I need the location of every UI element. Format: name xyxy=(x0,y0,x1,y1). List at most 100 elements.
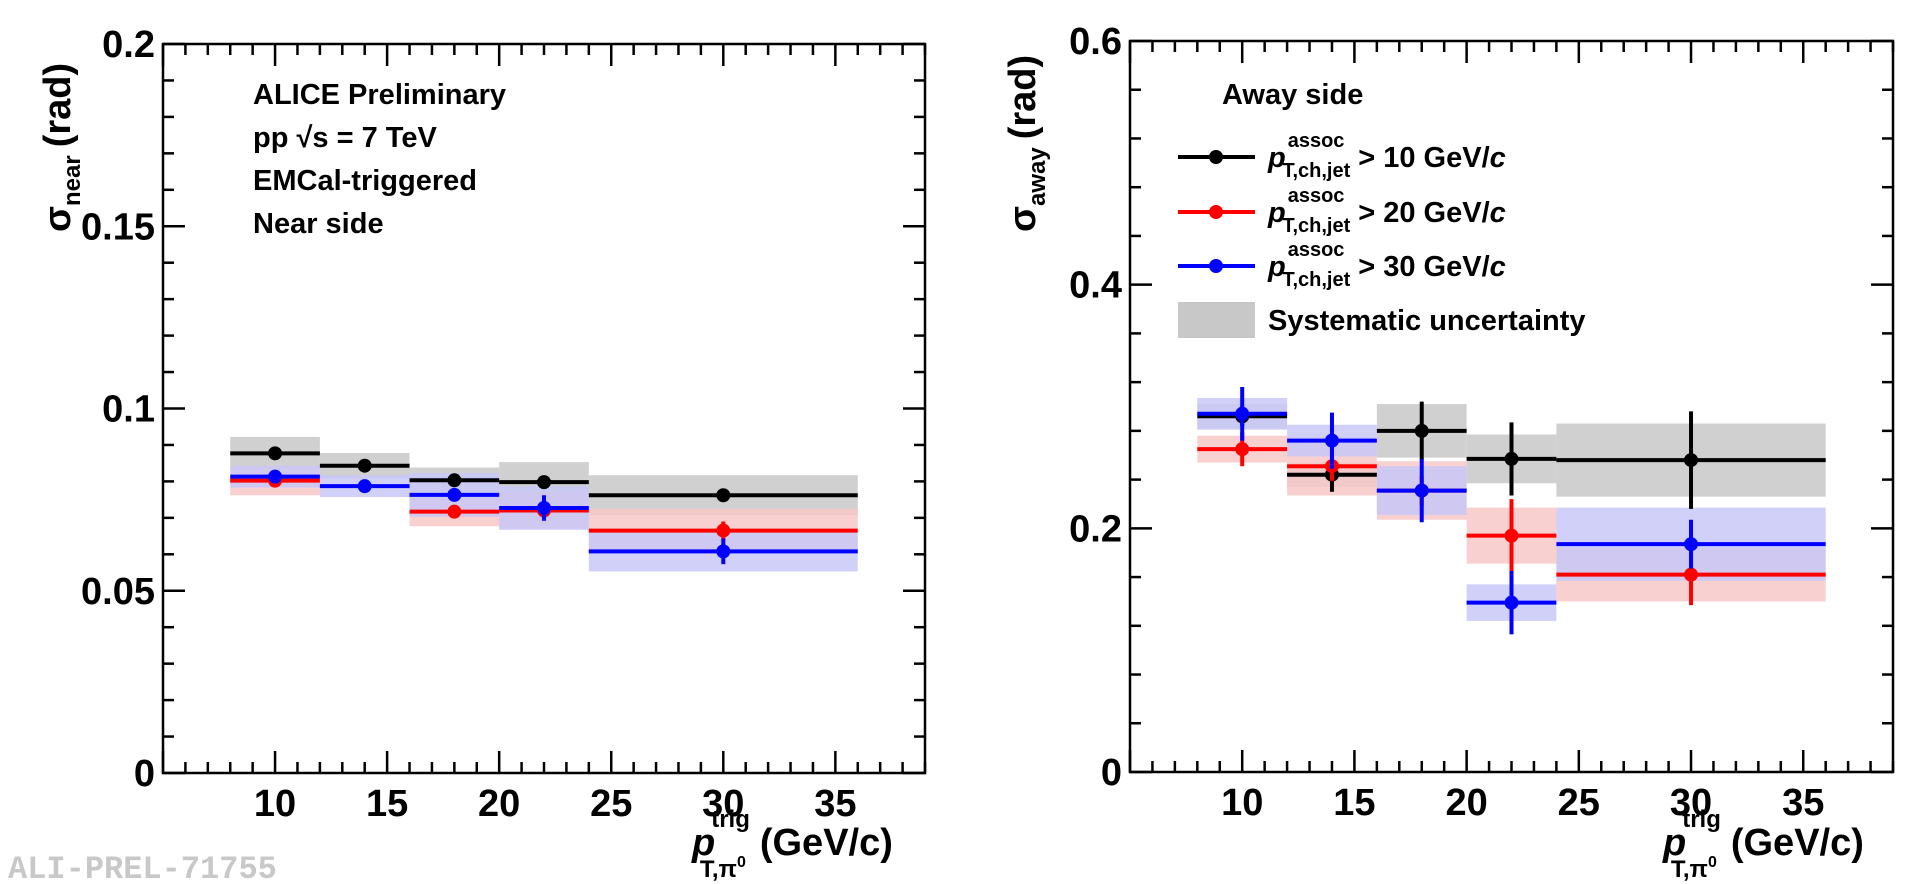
legend-syst-swatch xyxy=(1178,302,1255,338)
away-y-axis-label: σaway (rad) xyxy=(1002,55,1051,232)
near-ylabel-sub: near xyxy=(59,155,86,206)
near-x-tick-label: 10 xyxy=(254,783,296,825)
legend-label-tail: > 10 GeV/ xyxy=(1358,142,1489,174)
away-data-point-s0 xyxy=(1684,453,1699,468)
near-xlabel-sub: T,π xyxy=(700,856,737,883)
legend-label-main: p xyxy=(1267,197,1286,229)
away-xlabel-sup: trig xyxy=(1682,806,1721,833)
away-x-tick-label: 20 xyxy=(1445,782,1487,824)
legend-label-sup: assoc xyxy=(1288,185,1345,207)
legend-syst-label: Systematic uncertainty xyxy=(1268,305,1586,337)
away-x-tick-label: 30 xyxy=(1670,782,1712,824)
near-data-point-s1 xyxy=(447,504,462,519)
legend-marker-1 xyxy=(1209,205,1223,219)
near-data-point-s2 xyxy=(447,487,462,502)
legend-label-sub: T,ch,jet xyxy=(1282,160,1350,182)
near-data-point-s2 xyxy=(268,469,283,484)
legend-label-unit: c xyxy=(1490,197,1506,229)
away-data-point-s2 xyxy=(1504,595,1519,610)
near-y-tick-label: 0.2 xyxy=(102,24,155,66)
away-y-tick-label: 0.2 xyxy=(1069,508,1122,550)
near-y-tick-label: 0 xyxy=(134,753,155,795)
legend-label-sub: T,ch,jet xyxy=(1282,269,1350,291)
away-x-tick-label: 15 xyxy=(1333,782,1375,824)
near-y-tick-label: 0.1 xyxy=(102,389,155,431)
away-y-tick-label: 0.6 xyxy=(1069,21,1122,63)
near-x-tick-label: 30 xyxy=(702,783,744,825)
away-y-tick-label: 0.4 xyxy=(1069,265,1122,307)
near-x-axis-label: ptrig T,π0 (GeV/c) xyxy=(691,806,893,883)
near-data-point-s2 xyxy=(357,479,372,494)
away-xlabel-sub: T,π xyxy=(1671,856,1708,883)
legend-label-1: passoc T,ch,jet > 20 GeV/c xyxy=(1267,185,1506,237)
legend-label-sub: T,ch,jet xyxy=(1282,215,1350,237)
legend-label-sup: assoc xyxy=(1288,130,1345,152)
away-data-layer xyxy=(1197,387,1826,635)
legend-label-tail: > 20 GeV/ xyxy=(1358,197,1489,229)
legend-label-sup: assoc xyxy=(1288,239,1345,261)
near-data-layer xyxy=(230,446,858,565)
away-data-point-s2 xyxy=(1684,537,1699,552)
watermark: ALI-PREL-71755 xyxy=(8,851,277,884)
near-ylabel-unit: (rad) xyxy=(37,63,79,147)
near-data-point-s0 xyxy=(537,475,551,490)
away-data-point-s0 xyxy=(1504,451,1519,466)
away-ylabel-sub: away xyxy=(1024,147,1051,206)
legend-marker-0 xyxy=(1209,150,1223,164)
away-data-point-s1 xyxy=(1684,567,1699,582)
near-x-tick-label: 20 xyxy=(478,783,520,825)
legend-title: Away side xyxy=(1222,79,1363,111)
legend-marker-2 xyxy=(1209,259,1223,273)
legend-label-unit: c xyxy=(1490,142,1506,174)
near-data-point-s0 xyxy=(447,473,462,488)
near-x-tick-label: 25 xyxy=(590,783,632,825)
legend-label-unit: c xyxy=(1490,251,1506,283)
legend-label-2: passoc T,ch,jet > 30 GeV/c xyxy=(1267,239,1506,291)
away-x-tick-label: 35 xyxy=(1782,782,1824,824)
away-data-point-s0 xyxy=(1414,423,1429,438)
away-xlabel-sub2: 0 xyxy=(1708,854,1717,871)
away-data-point-s2 xyxy=(1414,483,1429,498)
near-data-point-s1 xyxy=(716,523,731,538)
near-xlabel-sub2: 0 xyxy=(737,854,746,871)
near-ylabel-main: σ xyxy=(37,206,79,232)
away-data-point-s2 xyxy=(1235,406,1250,421)
annotation-emcal-triggered: EMCal-triggered xyxy=(253,165,477,197)
near-data-point-s0 xyxy=(357,458,372,473)
legend-label-tail: > 30 GeV/ xyxy=(1358,251,1489,283)
away-legend: Away side passoc T,ch,jet > 10 GeV/cpassoc… xyxy=(1178,79,1586,338)
away-data-point-s1 xyxy=(1235,442,1250,457)
legend-label-0: passoc T,ch,jet > 10 GeV/c xyxy=(1267,130,1506,182)
annotation-pp-energy: pp √s = 7 TeV xyxy=(253,122,437,154)
away-xlabel-unit: (GeV/c) xyxy=(1731,822,1864,864)
near-data-point-s0 xyxy=(716,488,731,503)
annotation-alice-preliminary: ALICE Preliminary xyxy=(253,79,506,111)
near-x-tick-label: 35 xyxy=(814,783,856,825)
away-axes: 10 15 20 25 30 35 0 0.2 0.4 0.6 xyxy=(1069,21,1895,824)
near-y-tick-label: 0.15 xyxy=(81,206,155,248)
near-side-panel: 10 15 20 25 30 35 0 0.05 0.1 0.15 0.2 ALICE Prelim… xyxy=(37,24,927,883)
near-xlabel-sup: trig xyxy=(711,806,750,833)
away-ylabel-unit: (rad) xyxy=(1002,55,1044,139)
away-x-tick-label: 10 xyxy=(1221,782,1263,824)
away-x-axis-label: ptrig T,π0 (GeV/c) xyxy=(1662,806,1864,883)
near-annotations: ALICE Preliminary pp √s = 7 TeV EMCal-tr… xyxy=(253,79,506,240)
away-xlabel-main: p xyxy=(1662,822,1686,864)
near-data-point-s2 xyxy=(537,501,551,516)
away-data-point-s1 xyxy=(1504,528,1519,543)
near-data-point-s2 xyxy=(716,544,731,559)
legend-label-main: p xyxy=(1267,251,1286,283)
near-y-tick-label: 0.05 xyxy=(81,571,155,613)
away-data-point-s2 xyxy=(1324,433,1339,448)
near-x-tick-label: 15 xyxy=(366,783,408,825)
away-y-tick-label: 0 xyxy=(1101,752,1122,794)
near-xlabel-unit: (GeV/c) xyxy=(760,822,893,864)
legend-label-main: p xyxy=(1267,142,1286,174)
near-data-point-s0 xyxy=(268,446,283,461)
away-ylabel-main: σ xyxy=(1002,206,1044,232)
annotation-near-side: Near side xyxy=(253,208,384,240)
near-y-axis-label: σnear (rad) xyxy=(37,63,86,232)
away-x-tick-label: 25 xyxy=(1558,782,1600,824)
